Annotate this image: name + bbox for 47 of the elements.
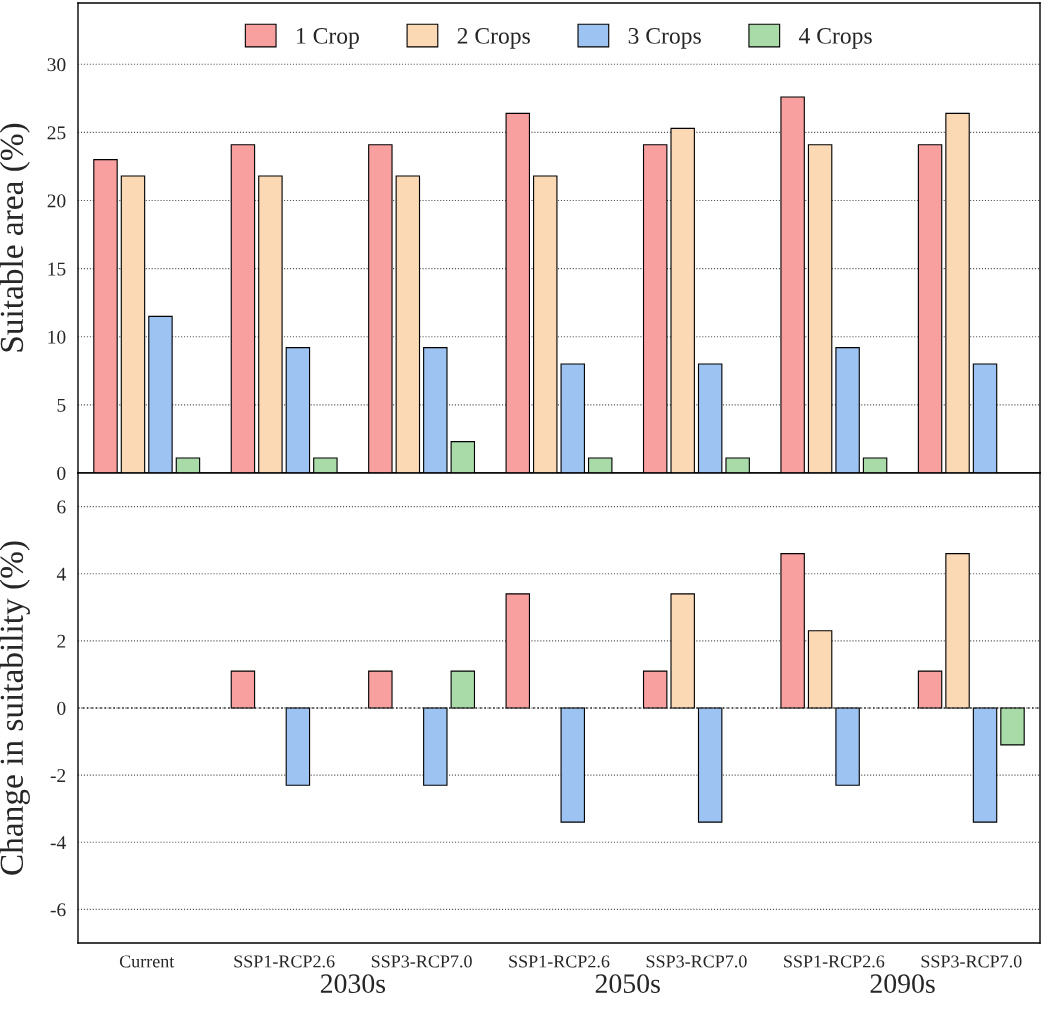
- bar: [642, 670, 668, 709]
- x-tick-label: SSP1-RCP2.6: [509, 955, 610, 968]
- y-tick-label: 6: [57, 500, 66, 514]
- x-tick-label: Current: [119, 955, 175, 968]
- y-tick-label: 30: [47, 58, 66, 72]
- bar: [230, 670, 256, 709]
- bar: [1000, 707, 1025, 746]
- bar: [450, 670, 476, 709]
- bar: [807, 630, 833, 709]
- bar: [917, 670, 943, 709]
- bar: [423, 707, 448, 786]
- y-tick-label: -6: [50, 903, 66, 917]
- legend-label: 1 Crop: [297, 27, 359, 49]
- bar: [697, 707, 723, 823]
- x-tick-label: SSP3-RCP7.0: [646, 955, 747, 968]
- bar: [780, 553, 805, 709]
- bar: [972, 707, 998, 823]
- x-tick-label: SSP3-RCP7.0: [371, 955, 472, 968]
- y-tick-label: -2: [50, 769, 66, 782]
- bar: [560, 707, 585, 823]
- y-tick-label: -4: [50, 836, 66, 850]
- y-tick-label: 2: [57, 634, 66, 648]
- x-tick-label: SSP1-RCP2.6: [234, 955, 335, 968]
- bar: [505, 593, 531, 709]
- y-tick-label: 20: [47, 194, 66, 208]
- legend-label: 4 Crops: [798, 27, 872, 49]
- y-tick-label: 15: [48, 262, 66, 276]
- y-tick-label: 10: [48, 330, 66, 344]
- text: 2090s: [870, 974, 935, 994]
- y-axis-title: Change in suitability (%): [0, 541, 30, 875]
- legend-label: 3 Crops: [628, 27, 701, 49]
- bar: [670, 593, 695, 709]
- x-tick-label: SSP1-RCP2.6: [784, 955, 885, 968]
- y-tick-label: 4: [56, 567, 66, 581]
- bar: [285, 707, 311, 786]
- y-tick-label: 5: [57, 398, 66, 412]
- y-tick-label: 25: [47, 126, 66, 140]
- x-tick-label: SSP3-RCP7.0: [921, 955, 1022, 968]
- text: 2030s: [320, 974, 386, 994]
- text: 2050s: [595, 974, 660, 994]
- bar: [945, 553, 970, 709]
- y-tick-label: 0: [57, 466, 66, 480]
- y-tick-label: 0: [57, 701, 66, 715]
- bar: [835, 707, 860, 786]
- y-axis-title: Suitable area (%): [0, 123, 30, 352]
- legend-label: 2 Crops: [457, 27, 530, 49]
- bar: [368, 670, 393, 709]
